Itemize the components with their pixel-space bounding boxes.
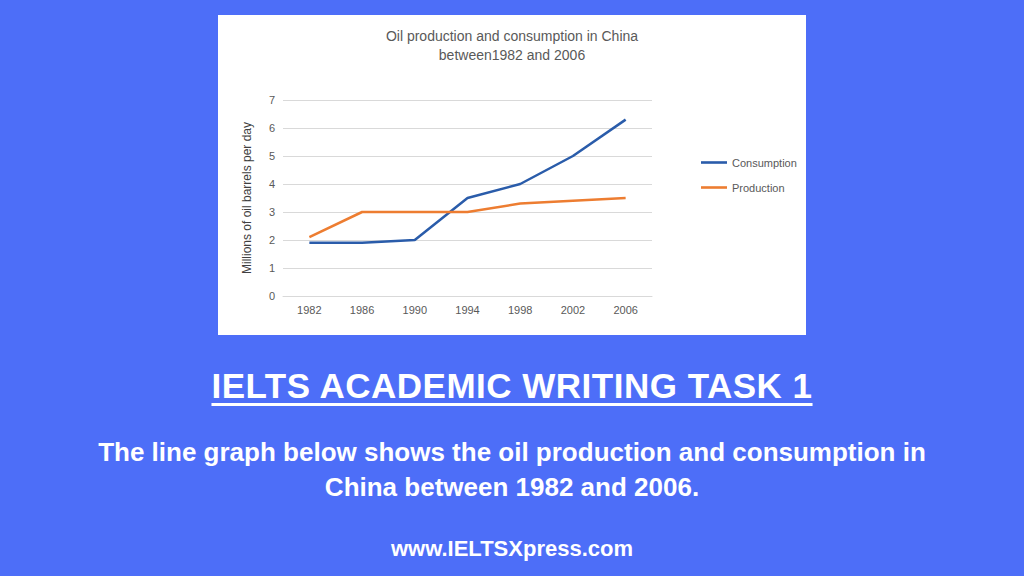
- svg-text:1986: 1986: [350, 304, 374, 316]
- html-text:www.IELTSXpress.com: www.IELTSXpress.com: [391, 536, 633, 561]
- svg-text:5: 5: [269, 150, 275, 162]
- svg-text:1: 1: [269, 262, 275, 274]
- svg-text:1998: 1998: [508, 304, 532, 316]
- svg-text:Oil production and consumption: Oil production and consumption in China: [386, 28, 638, 44]
- svg-text:Consumption: Consumption: [732, 157, 797, 169]
- svg-text:2006: 2006: [613, 304, 637, 316]
- svg-text:7: 7: [269, 94, 275, 106]
- html-text:The line graph below shows the: The line graph below shows the oil produ…: [98, 437, 926, 502]
- html-text:IELTS ACADEMIC WRITING TASK 1: IELTS ACADEMIC WRITING TASK 1: [211, 366, 813, 405]
- svg-text:3: 3: [269, 206, 275, 218]
- svg-text:2: 2: [269, 234, 275, 246]
- svg-text:1990: 1990: [403, 304, 427, 316]
- svg-text:0: 0: [269, 290, 275, 302]
- svg-text:Production: Production: [732, 182, 785, 194]
- svg-text:6: 6: [269, 122, 275, 134]
- svg-text:1994: 1994: [455, 304, 479, 316]
- svg-text:Millions of oil barrels per da: Millions of oil barrels per day: [240, 122, 254, 274]
- svg-text:2002: 2002: [561, 304, 585, 316]
- svg-text:1982: 1982: [297, 304, 321, 316]
- svg-text:between1982 and 2006: between1982 and 2006: [439, 47, 586, 63]
- svg-text:4: 4: [269, 178, 275, 190]
